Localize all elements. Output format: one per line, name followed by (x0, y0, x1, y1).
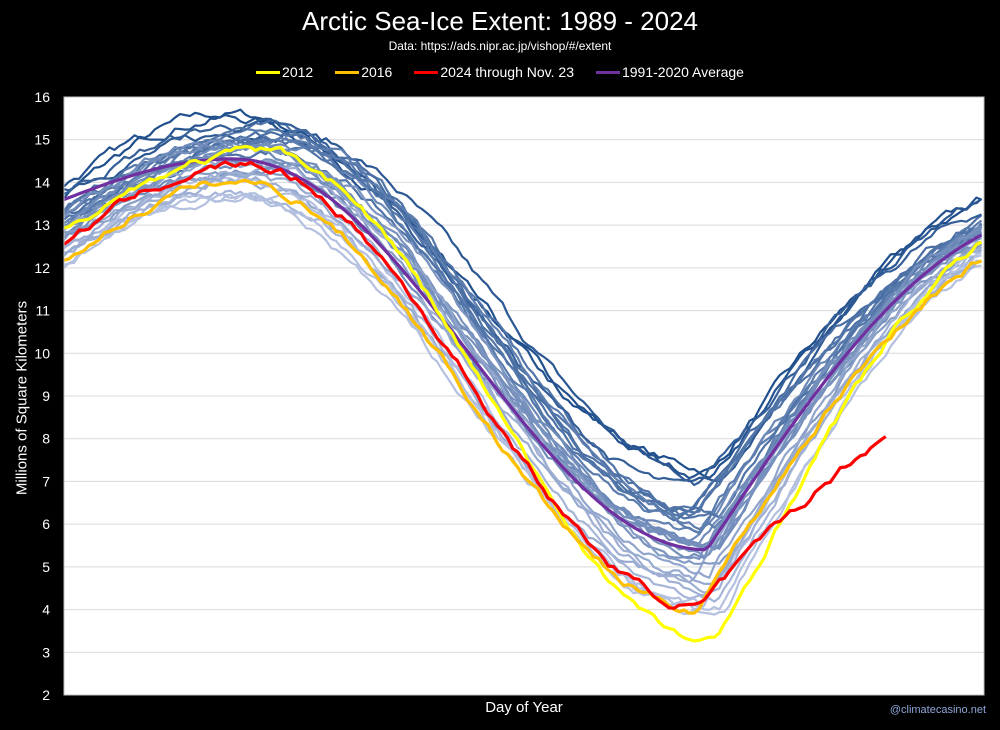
line-2024 (63, 160, 887, 610)
y-tick-label-4: 4 (42, 602, 50, 618)
line-year-1990 (63, 113, 982, 480)
credit-text: @climatecasino.net (889, 704, 986, 716)
y-tick-label-3: 3 (42, 644, 50, 660)
legend-label-2024: 2024 through Nov. 23 (440, 64, 574, 80)
y-tick-label-14: 14 (34, 174, 50, 190)
background-year-lines (63, 108, 983, 616)
legend-label-average: 1991-2020 Average (621, 64, 744, 80)
plot-border (63, 96, 985, 696)
legend-swatch-average (595, 70, 620, 74)
line-year-2013 (63, 145, 983, 558)
legend-swatch-2016 (335, 70, 360, 74)
legend-item-2012: 2012 (256, 64, 313, 80)
legend-label-2016: 2016 (361, 64, 393, 80)
y-tick-label-11: 11 (35, 303, 50, 319)
y-tick-label-8: 8 (42, 431, 50, 447)
line-year-2001 (63, 126, 983, 517)
legend-swatch-2012 (256, 70, 281, 74)
legend-item-average: 1991-2020 Average (595, 64, 744, 80)
highlighted-lines (63, 144, 983, 643)
legend-swatch-2024 (414, 70, 439, 74)
y-tick-label-12: 12 (34, 260, 50, 276)
line-2012 (63, 144, 983, 643)
line-year-2017 (63, 156, 982, 579)
line-1991-2020 (63, 157, 983, 552)
y-tick-labels: 2 3 4 5 6 7 8 9 10 11 12 13 14 15 16 (34, 89, 50, 703)
chart-subtitle: Data: https://ads.nipr.ac.jp/vishop/#/ex… (388, 39, 612, 53)
y-tick-label-6: 6 (42, 516, 50, 532)
line-2016 (63, 178, 983, 615)
chart-title: Arctic Sea-Ice Extent: 1989 - 2024 (302, 6, 698, 36)
legend-item-2024: 2024 through Nov. 23 (414, 64, 574, 80)
y-tick-label-16: 16 (34, 89, 50, 105)
legend-label-2012: 2012 (282, 64, 314, 80)
y-tick-label-5: 5 (42, 559, 50, 575)
x-axis-label: Day of Year (485, 699, 563, 716)
y-axis-label: Millions of Square Kilometers (13, 300, 31, 496)
y-tick-label-2: 2 (42, 687, 50, 703)
line-year-2002 (63, 141, 983, 545)
line-year-2022 (63, 172, 983, 585)
y-tick-label-13: 13 (34, 217, 50, 233)
legend-item-2016: 2016 (335, 64, 392, 80)
y-tick-label-9: 9 (42, 388, 50, 404)
y-tick-label-10: 10 (34, 345, 50, 361)
y-tick-label-15: 15 (34, 132, 50, 148)
y-tick-label-7: 7 (42, 473, 50, 489)
legend: 2012 2016 2024 through Nov. 23 1991-2020… (0, 64, 1000, 80)
